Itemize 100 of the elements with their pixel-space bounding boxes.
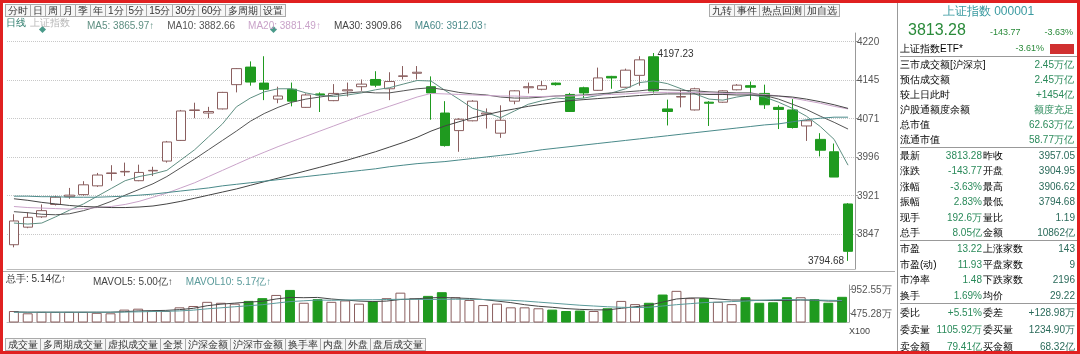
- text: 换手: [900, 288, 921, 303]
- text: 市盈: [900, 242, 921, 257]
- text: 1.69%: [952, 288, 982, 303]
- text: 多周期成交量: [40, 338, 106, 351]
- candlestick: [106, 164, 117, 182]
- candlestick: [120, 162, 130, 177]
- annotation: 4197.23: [657, 47, 695, 59]
- text: 总市值: [900, 118, 930, 132]
- candlestick: [78, 180, 89, 197]
- text: 最新: [900, 149, 921, 163]
- text: 1.48: [961, 273, 982, 288]
- candlestick: [773, 104, 784, 130]
- candlestick: [398, 65, 408, 80]
- candlestick: [370, 70, 381, 88]
- text: 周: [45, 4, 61, 17]
- text: 68.32亿: [1038, 340, 1075, 353]
- text: -143.77: [989, 27, 1021, 37]
- text: 委卖量: [900, 323, 931, 338]
- y-tick-label: 3847: [857, 228, 880, 240]
- text: 量比: [983, 210, 1004, 225]
- text: 1234.90万: [1027, 323, 1075, 338]
- candlestick: [495, 104, 506, 139]
- text: 虚拟成交量: [105, 338, 161, 351]
- text: 3813.28: [944, 149, 982, 163]
- text: 8.05亿: [951, 226, 982, 241]
- text: 热点回测: [759, 4, 805, 17]
- candlestick: [189, 102, 200, 119]
- candlestick: [9, 213, 19, 248]
- y-tick-label: 952.55万: [851, 283, 892, 295]
- candlestick: [745, 81, 756, 101]
- candlestick: [537, 80, 547, 91]
- text: 最高: [983, 179, 1004, 194]
- text: 月: [60, 4, 76, 17]
- text: 3906.62: [1037, 179, 1075, 194]
- text: 沪深金额: [185, 338, 231, 351]
- text: 买金额: [983, 340, 1014, 353]
- text: 金额: [983, 226, 1004, 241]
- candlestick: [287, 82, 297, 107]
- candlestick: [356, 78, 367, 92]
- candlestick: [148, 166, 158, 177]
- candlestick: [315, 91, 325, 113]
- candlestick: [815, 132, 826, 157]
- text: 内盘: [320, 338, 346, 351]
- candlestick: [676, 89, 686, 108]
- text: 2.45万亿: [1034, 58, 1074, 72]
- text: 沪深市金额: [230, 338, 286, 351]
- chart-title: 日线: [6, 17, 26, 28]
- text: 振幅: [900, 195, 921, 210]
- text: 29.22: [1048, 288, 1075, 303]
- text: 11.93: [957, 258, 982, 270]
- text: 3904.95: [1037, 164, 1075, 179]
- text: 上证指数 000001: [941, 3, 1036, 19]
- candlestick: [273, 86, 283, 104]
- text: 总手: [900, 226, 921, 241]
- text: 市净率: [900, 273, 931, 288]
- chart-title: 总手: 5.14亿↑: [6, 273, 67, 285]
- text: 加自选: [804, 4, 840, 17]
- candlestick: [176, 109, 186, 142]
- y-tick-label: 4071: [857, 112, 880, 124]
- line-series: [13, 116, 849, 198]
- text: 2.83%: [952, 195, 982, 210]
- text: 成交量: [5, 338, 41, 351]
- text: 1105.92万: [935, 323, 982, 338]
- text: 5分: [125, 4, 148, 17]
- text: 事件: [734, 4, 760, 17]
- text: MA30: 3909.86: [333, 19, 403, 31]
- text: 2196: [1051, 273, 1075, 288]
- text: 1分: [105, 4, 127, 17]
- text: 上证指数ETF*: [900, 42, 963, 56]
- text: 均价: [983, 288, 1004, 303]
- text: MAVOL5: 5.00亿↑: [93, 275, 173, 287]
- candlestick: [342, 82, 353, 98]
- y-tick-label: 3996: [857, 151, 880, 163]
- text: -3.61%: [1015, 42, 1044, 55]
- candlestick: [620, 68, 631, 89]
- text: MA20: 3881.49↑: [248, 19, 321, 31]
- text: MA5: 3865.97↑: [87, 19, 155, 31]
- text: 上涨家数: [983, 242, 1024, 257]
- text: 9: [1068, 257, 1075, 272]
- text: 委买量: [983, 323, 1014, 338]
- text: 15分: [146, 4, 174, 17]
- candlestick: [412, 65, 422, 80]
- candlestick: [634, 55, 645, 87]
- series-label: MAVOL10: 5.17亿↑: [185, 275, 272, 287]
- y-tick-label: 475.28万: [851, 308, 892, 320]
- y-tick-label: 4145: [857, 74, 880, 86]
- text: MA60: 3912.03↑: [414, 19, 488, 31]
- candlestick: [231, 67, 242, 93]
- text: 30分: [172, 4, 200, 17]
- text: 60分: [198, 4, 226, 17]
- text: 62.63万亿: [1028, 118, 1074, 132]
- candlestick: [440, 100, 450, 148]
- text: 昨收: [983, 149, 1004, 163]
- text: 10862亿: [1036, 226, 1075, 241]
- text: 年: [90, 4, 106, 17]
- text: 192.6万: [945, 210, 982, 225]
- text: 开盘: [983, 164, 1004, 179]
- candlestick: [454, 117, 464, 153]
- annotation: 3794.68: [807, 255, 845, 267]
- text: 预估成交额: [900, 73, 950, 87]
